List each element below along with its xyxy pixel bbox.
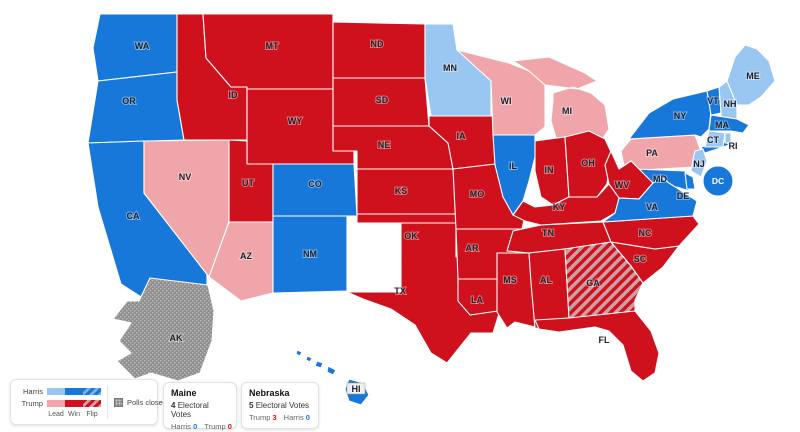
state-dc[interactable] <box>702 165 734 197</box>
legend-row-trump: Trump <box>17 399 101 408</box>
legend-harris-label: Harris <box>23 386 43 396</box>
legend-win-label: Win <box>67 410 81 418</box>
nebraska-result-1: Trump 3 <box>249 413 277 422</box>
state-az[interactable] <box>208 221 274 302</box>
nebraska-result-2: Harris 0 <box>284 413 310 422</box>
state-va[interactable] <box>602 176 698 223</box>
candidate-count: 0 <box>193 422 198 431</box>
state-ma[interactable] <box>708 114 750 134</box>
nebraska-votes-label: Electoral Votes <box>255 401 310 410</box>
candidate-count: 0 <box>227 422 232 431</box>
maine-result-2: Trump 0 <box>204 422 232 431</box>
candidate-name: Harris <box>171 422 191 431</box>
state-wv[interactable] <box>604 150 654 200</box>
legend-segment-labels: Lead Win Flip <box>47 411 101 418</box>
state-label-fl: FL <box>599 335 610 345</box>
candidate-count: 0 <box>305 413 310 422</box>
candidate-count: 3 <box>272 413 277 422</box>
state-nd[interactable] <box>332 21 426 79</box>
state-oh[interactable] <box>564 130 612 198</box>
state-nm[interactable] <box>272 215 348 294</box>
harris-lead-swatch <box>47 387 65 395</box>
nebraska-card-title: Nebraska <box>249 388 290 398</box>
nebraska-card: Nebraska 5 Electoral Votes Trump 3 Harri… <box>241 382 319 429</box>
legend-polls-closed: Polls closed <box>107 385 167 419</box>
candidate-name: Trump <box>204 422 226 431</box>
state-ct[interactable] <box>704 130 726 148</box>
state-or[interactable] <box>87 71 185 144</box>
state-mt[interactable] <box>202 13 334 90</box>
legend-trump-bar <box>47 399 101 407</box>
maine-card: Maine 4 Electoral Votes Harris 0 Trump 0 <box>163 382 237 431</box>
state-ri[interactable] <box>724 132 732 144</box>
state-fl[interactable] <box>534 310 660 382</box>
legend-flip-label: Flip <box>86 410 98 418</box>
hi-label-chip <box>346 382 366 395</box>
state-co[interactable] <box>272 163 358 217</box>
maine-card-title: Maine <box>171 388 197 398</box>
state-ak[interactable] <box>112 277 215 382</box>
trump-win-swatch <box>65 399 83 407</box>
state-wi[interactable] <box>456 49 546 136</box>
maine-result-1: Harris 0 <box>171 422 197 431</box>
polls-closed-icon <box>114 397 123 407</box>
nebraska-electoral-votes: 5 Electoral Votes <box>249 401 311 410</box>
state-me[interactable] <box>726 44 776 106</box>
polls-closed-label: Polls closed <box>127 397 168 407</box>
candidate-name: Harris <box>283 413 304 422</box>
state-wa[interactable] <box>92 13 178 82</box>
maine-electoral-votes: 4 Electoral Votes <box>171 401 229 419</box>
state-sd[interactable] <box>332 77 430 127</box>
candidate-name: Trump <box>249 413 271 422</box>
state-nj[interactable] <box>690 148 708 178</box>
legend-lead-label: Lead <box>48 410 64 418</box>
legend-trump-label: Trump <box>21 398 43 408</box>
state-de[interactable] <box>684 172 696 190</box>
trump-lead-swatch <box>47 399 65 407</box>
nebraska-votes-number: 5 <box>249 401 254 410</box>
maine-votes-number: 4 <box>171 401 176 410</box>
maine-votes-label: Electoral Votes <box>171 401 209 419</box>
harris-win-swatch <box>65 387 83 395</box>
legend-harris-bar <box>47 387 101 395</box>
trump-flip-swatch <box>83 399 101 407</box>
legend-row-harris: Harris <box>17 387 101 396</box>
map-legend: Harris Trump Lead Win Flip Polls closed <box>10 379 167 425</box>
state-mi[interactable] <box>512 56 610 142</box>
state-in[interactable] <box>534 136 570 206</box>
harris-flip-swatch <box>83 387 101 395</box>
